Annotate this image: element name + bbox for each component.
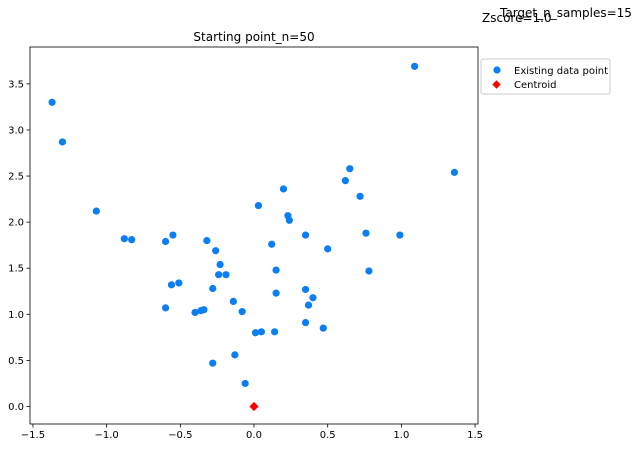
data-point (231, 351, 239, 359)
legend-label-existing-data-point: Existing data point (514, 66, 608, 77)
centroid-point (249, 401, 259, 412)
data-point (341, 177, 349, 185)
legend-box (480, 58, 611, 95)
data-point (120, 235, 128, 243)
y-tick-label: 3.0 (8, 125, 24, 136)
data-point (212, 247, 220, 255)
data-point (304, 301, 313, 309)
x-tick-label: 1.0 (393, 430, 409, 441)
legend: Existing data point Centroid (480, 58, 611, 95)
data-point (203, 236, 211, 245)
data-point (257, 328, 265, 336)
chart-title: Starting point_n=50 (193, 30, 314, 44)
x-tick-label: −1.0 (94, 430, 118, 441)
data-point (319, 324, 327, 332)
plot-area: −1.5 −1.0 −0.5 0.0 0.5 1.0 1.5 0.0 0.5 1.0 1.5 2.0… (8, 46, 483, 441)
legend-label-centroid: Centroid (514, 80, 557, 91)
data-point (209, 359, 217, 367)
x-tick-label: 1.5 (467, 430, 483, 441)
data-point (216, 260, 224, 269)
data-point (362, 229, 370, 237)
data-point (346, 165, 354, 173)
data-point (301, 285, 310, 294)
data-point (301, 231, 310, 239)
x-axis: −1.5 −1.0 −0.5 0.0 0.5 1.0 1.5 (21, 424, 483, 441)
data-point (167, 281, 176, 289)
data-point (268, 240, 276, 248)
data-point (450, 168, 459, 176)
data-point (271, 328, 279, 336)
y-tick-label: 2.5 (8, 172, 24, 183)
data-point (222, 271, 230, 279)
data-point (272, 266, 280, 274)
x-tick-label: −0.5 (168, 430, 192, 441)
y-tick-label: 2.0 (8, 218, 24, 229)
data-point (48, 98, 56, 106)
data-point (200, 306, 208, 314)
data-point (241, 379, 249, 388)
data-point (272, 289, 280, 297)
data-point (191, 308, 199, 317)
data-point (365, 267, 373, 275)
data-point (301, 319, 310, 327)
annotation-zscore: Zscore=1.0 (482, 11, 552, 25)
x-tick-label: 0.5 (320, 430, 336, 441)
data-point (169, 231, 177, 239)
y-axis: 0.0 0.5 1.0 1.5 2.0 2.5 3.0 3.5 (8, 79, 30, 413)
legend-marker-existing-data-point (493, 66, 501, 74)
y-tick-label: 3.5 (8, 79, 24, 90)
data-point (396, 231, 404, 239)
data-point (411, 62, 419, 70)
y-tick-label: 0.0 (8, 402, 24, 413)
data-point (285, 216, 293, 224)
data-point (251, 329, 260, 337)
legend-marker-centroid (492, 80, 501, 89)
y-tick-label: 0.5 (8, 356, 24, 367)
x-tick-label: 0.0 (246, 430, 262, 441)
data-point (254, 201, 263, 210)
data-point (356, 192, 364, 200)
data-point (238, 307, 246, 316)
y-tick-label: 1.5 (8, 264, 24, 275)
data-point (161, 237, 170, 246)
data-point (92, 207, 100, 215)
data-point (324, 245, 332, 253)
data-point (175, 279, 183, 287)
data-point (229, 297, 237, 306)
data-point (58, 138, 67, 146)
data-point (161, 304, 170, 312)
data-point (309, 294, 317, 302)
data-points (48, 62, 459, 412)
data-point (279, 185, 288, 193)
y-tick-label: 1.0 (8, 310, 24, 321)
data-point (215, 271, 223, 279)
x-tick-label: −1.5 (21, 430, 45, 441)
data-point (128, 236, 136, 244)
data-point (209, 284, 217, 293)
annotation-target-n-samples: Target_n_samples=15 (499, 6, 632, 20)
